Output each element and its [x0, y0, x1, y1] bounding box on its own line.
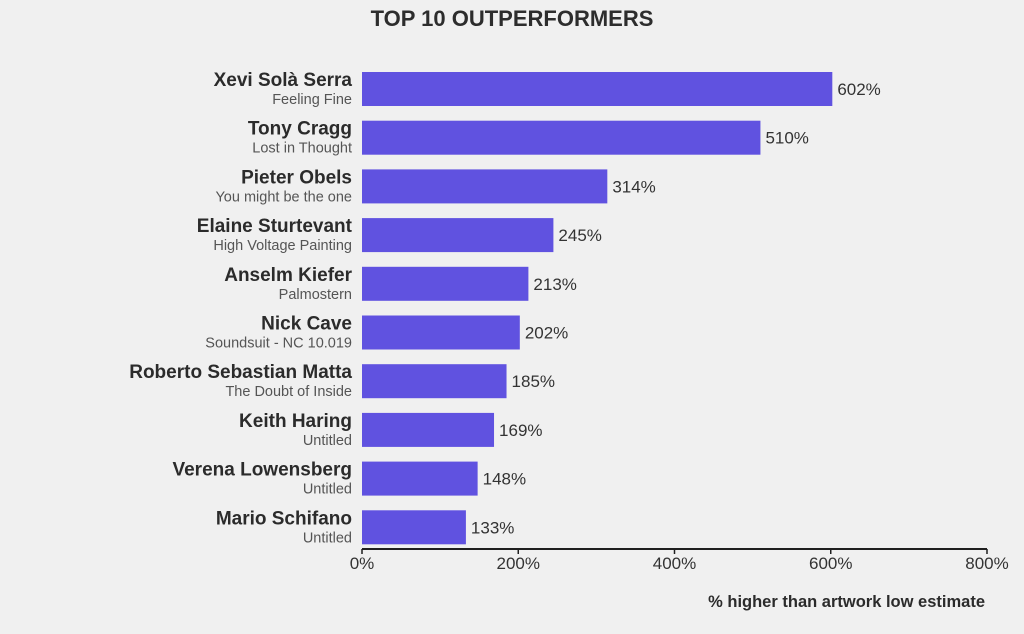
artwork-label: The Doubt of Inside — [225, 384, 352, 400]
x-tick-label: 600% — [809, 554, 852, 573]
value-label: 185% — [512, 372, 555, 391]
bar — [362, 461, 478, 496]
artwork-label: You might be the one — [215, 189, 352, 205]
artwork-label: Lost in Thought — [252, 141, 352, 157]
x-tick-label: 800% — [965, 554, 1008, 573]
chart-title: TOP 10 OUTPERFORMERS — [371, 6, 654, 31]
artwork-label: Soundsuit - NC 10.019 — [205, 336, 352, 352]
artist-label: Verena Lowensberg — [172, 460, 352, 481]
bar — [362, 315, 520, 350]
value-label: 213% — [533, 275, 576, 294]
x-axis-label: % higher than artwork low estimate — [708, 593, 985, 611]
artist-label: Tony Cragg — [248, 119, 352, 140]
artist-label: Roberto Sebastian Matta — [129, 362, 352, 383]
bar — [362, 72, 833, 106]
bar — [362, 266, 529, 301]
value-label: 314% — [612, 177, 655, 196]
artist-label: Xevi Solà Serra — [214, 70, 353, 91]
bar — [362, 510, 466, 545]
bar — [362, 218, 554, 253]
artwork-label: Untitled — [303, 433, 352, 449]
bar — [362, 412, 495, 447]
artist-label: Anselm Kiefer — [224, 265, 352, 286]
artist-label: Nick Cave — [261, 314, 352, 335]
artwork-label: Feeling Fine — [272, 92, 352, 108]
artwork-label: High Voltage Painting — [213, 238, 352, 254]
artist-label: Pieter Obels — [241, 167, 352, 188]
x-tick-label: 400% — [653, 554, 696, 573]
value-label: 133% — [471, 518, 514, 537]
artwork-label: Palmostern — [279, 287, 352, 303]
bar — [362, 169, 608, 204]
value-label: 169% — [499, 421, 542, 440]
value-label: 510% — [765, 129, 808, 148]
x-tick-label: 0% — [350, 554, 375, 573]
artwork-label: Untitled — [303, 530, 352, 546]
value-label: 202% — [525, 324, 568, 343]
value-label: 602% — [837, 80, 880, 99]
x-axis: 0% 200% 400% 600% 800% — [350, 548, 1009, 573]
bar — [362, 364, 507, 399]
bar — [362, 120, 761, 155]
x-tick-label: 200% — [497, 554, 540, 573]
artist-label: Keith Haring — [239, 411, 352, 432]
value-label: 245% — [558, 226, 601, 245]
artist-label: Elaine Sturtevant — [197, 216, 353, 237]
artist-label: Mario Schifano — [216, 508, 352, 529]
artwork-label: Untitled — [303, 482, 352, 498]
value-label: 148% — [483, 470, 526, 489]
